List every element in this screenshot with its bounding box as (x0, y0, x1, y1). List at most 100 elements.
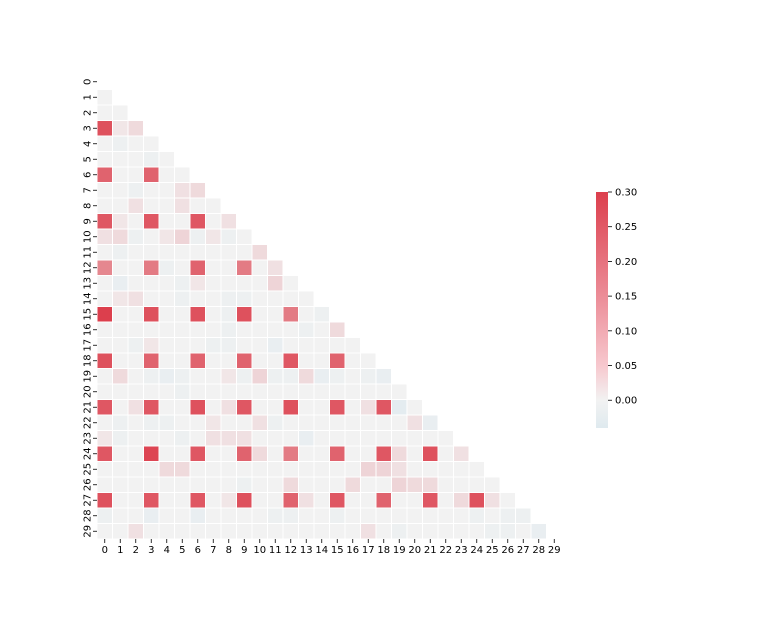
heatmap-cell-15-7 (205, 306, 222, 323)
heatmap-cell-24-18 (375, 445, 392, 462)
heatmap-cell-25-22 (437, 461, 454, 478)
heatmap-cell-29-14 (313, 523, 330, 540)
heatmap-cell-23-7 (205, 430, 222, 447)
heatmap-cell-27-8 (220, 492, 237, 509)
heatmap-cell-27-5 (174, 492, 191, 509)
heatmap-cell-8-6 (189, 197, 206, 214)
x-tick-label: 12 (284, 545, 297, 556)
x-tick-label: 28 (532, 545, 545, 556)
heatmap-cell-26-1 (112, 476, 129, 493)
x-tick-label: 8 (226, 545, 232, 556)
heatmap-cell-20-7 (205, 383, 222, 400)
heatmap-cell-20-14 (313, 383, 330, 400)
heatmap-cell-28-16 (344, 507, 361, 524)
heatmap-cell-19-0 (96, 368, 113, 385)
heatmap-cell-26-7 (205, 476, 222, 493)
heatmap-cell-27-21 (422, 492, 439, 509)
heatmap-cell-23-16 (344, 430, 361, 447)
heatmap-cell-22-12 (282, 414, 299, 431)
colorbar-tick-label: 0.15 (615, 292, 637, 303)
heatmap-cell-19-16 (344, 368, 361, 385)
x-tick-label: 7 (210, 545, 216, 556)
heatmap-cell-8-1 (112, 197, 129, 214)
heatmap-cell-18-10 (251, 352, 268, 369)
heatmap-cell-25-15 (329, 461, 346, 478)
heatmap-cell-28-12 (282, 507, 299, 524)
heatmap-cell-25-2 (127, 461, 144, 478)
heatmap-cell-23-15 (329, 430, 346, 447)
y-tick-label: 8 (83, 203, 94, 209)
heatmap-cell-9-5 (174, 213, 191, 230)
heatmap-cell-9-6 (189, 213, 206, 230)
heatmap-cell-10-1 (112, 228, 129, 245)
heatmap-cell-12-6 (189, 259, 206, 276)
heatmap-cell-25-4 (158, 461, 175, 478)
heatmap-cell-26-9 (236, 476, 253, 493)
heatmap-cell-10-9 (236, 228, 253, 245)
heatmap-cell-24-12 (282, 445, 299, 462)
heatmap-cell-28-7 (205, 507, 222, 524)
heatmap-cell-29-3 (143, 523, 160, 540)
heatmap-cell-25-21 (422, 461, 439, 478)
heatmap-cell-29-5 (174, 523, 191, 540)
x-tick-label: 20 (408, 545, 421, 556)
heatmap-cell-22-21 (422, 414, 439, 431)
heatmap-cell-11-1 (112, 244, 129, 261)
heatmap-cell-23-18 (375, 430, 392, 447)
x-tick-label: 4 (164, 545, 170, 556)
heatmap-cell-19-18 (375, 368, 392, 385)
heatmap-cell-12-4 (158, 259, 175, 276)
heatmap-cell-22-11 (267, 414, 284, 431)
heatmap-cell-16-0 (96, 321, 113, 338)
heatmap-cell-8-3 (143, 197, 160, 214)
heatmap-cell-29-16 (344, 523, 361, 540)
heatmap-cell-27-18 (375, 492, 392, 509)
heatmap-cell-25-1 (112, 461, 129, 478)
heatmap-cell-25-14 (313, 461, 330, 478)
heatmap-cell-23-11 (267, 430, 284, 447)
heatmap-cell-13-11 (267, 275, 284, 292)
y-axis-ticks: 0123456789101112131415161718192021222324… (83, 79, 97, 538)
heatmap-cell-5-4 (158, 151, 175, 168)
heatmap-cell-9-2 (127, 213, 144, 230)
heatmap-cell-22-3 (143, 414, 160, 431)
heatmap-cell-4-3 (143, 135, 160, 152)
heatmap-cell-15-5 (174, 306, 191, 323)
heatmap-cell-21-18 (375, 399, 392, 416)
heatmap-cell-19-2 (127, 368, 144, 385)
heatmap-cell-22-0 (96, 414, 113, 431)
heatmap-cell-23-6 (189, 430, 206, 447)
heatmap-cell-27-15 (329, 492, 346, 509)
y-tick-label: 20 (83, 385, 94, 398)
heatmap-cell-12-8 (220, 259, 237, 276)
heatmap-cell-6-4 (158, 166, 175, 183)
y-tick-label: 6 (83, 172, 94, 178)
heatmap-cell-23-20 (406, 430, 423, 447)
heatmap-cell-29-4 (158, 523, 175, 540)
heatmap-cell-6-3 (143, 166, 160, 183)
heatmap-cell-2-0 (96, 104, 113, 121)
heatmap-cell-6-0 (96, 166, 113, 183)
heatmap-cell-24-22 (437, 445, 454, 462)
heatmap-cell-26-24 (468, 476, 485, 493)
y-tick-label: 16 (83, 323, 94, 336)
y-tick-label: 5 (83, 156, 94, 162)
heatmap-cell-24-23 (453, 445, 470, 462)
heatmap-cell-25-5 (174, 461, 191, 478)
heatmap-cell-18-7 (205, 352, 222, 369)
heatmap-cell-27-16 (344, 492, 361, 509)
heatmap-cell-15-0 (96, 306, 113, 323)
x-tick-label: 13 (300, 545, 313, 556)
heatmap-cell-13-5 (174, 275, 191, 292)
heatmap-cell-27-12 (282, 492, 299, 509)
x-tick-label: 16 (346, 545, 359, 556)
heatmap-cell-28-5 (174, 507, 191, 524)
heatmap-cell-29-11 (267, 523, 284, 540)
heatmap-cell-27-10 (251, 492, 268, 509)
heatmap-cell-26-14 (313, 476, 330, 493)
heatmap-cell-29-9 (236, 523, 253, 540)
colorbar-tick-label: 0.20 (615, 257, 637, 268)
heatmap-cell-20-5 (174, 383, 191, 400)
heatmap-cell-26-10 (251, 476, 268, 493)
